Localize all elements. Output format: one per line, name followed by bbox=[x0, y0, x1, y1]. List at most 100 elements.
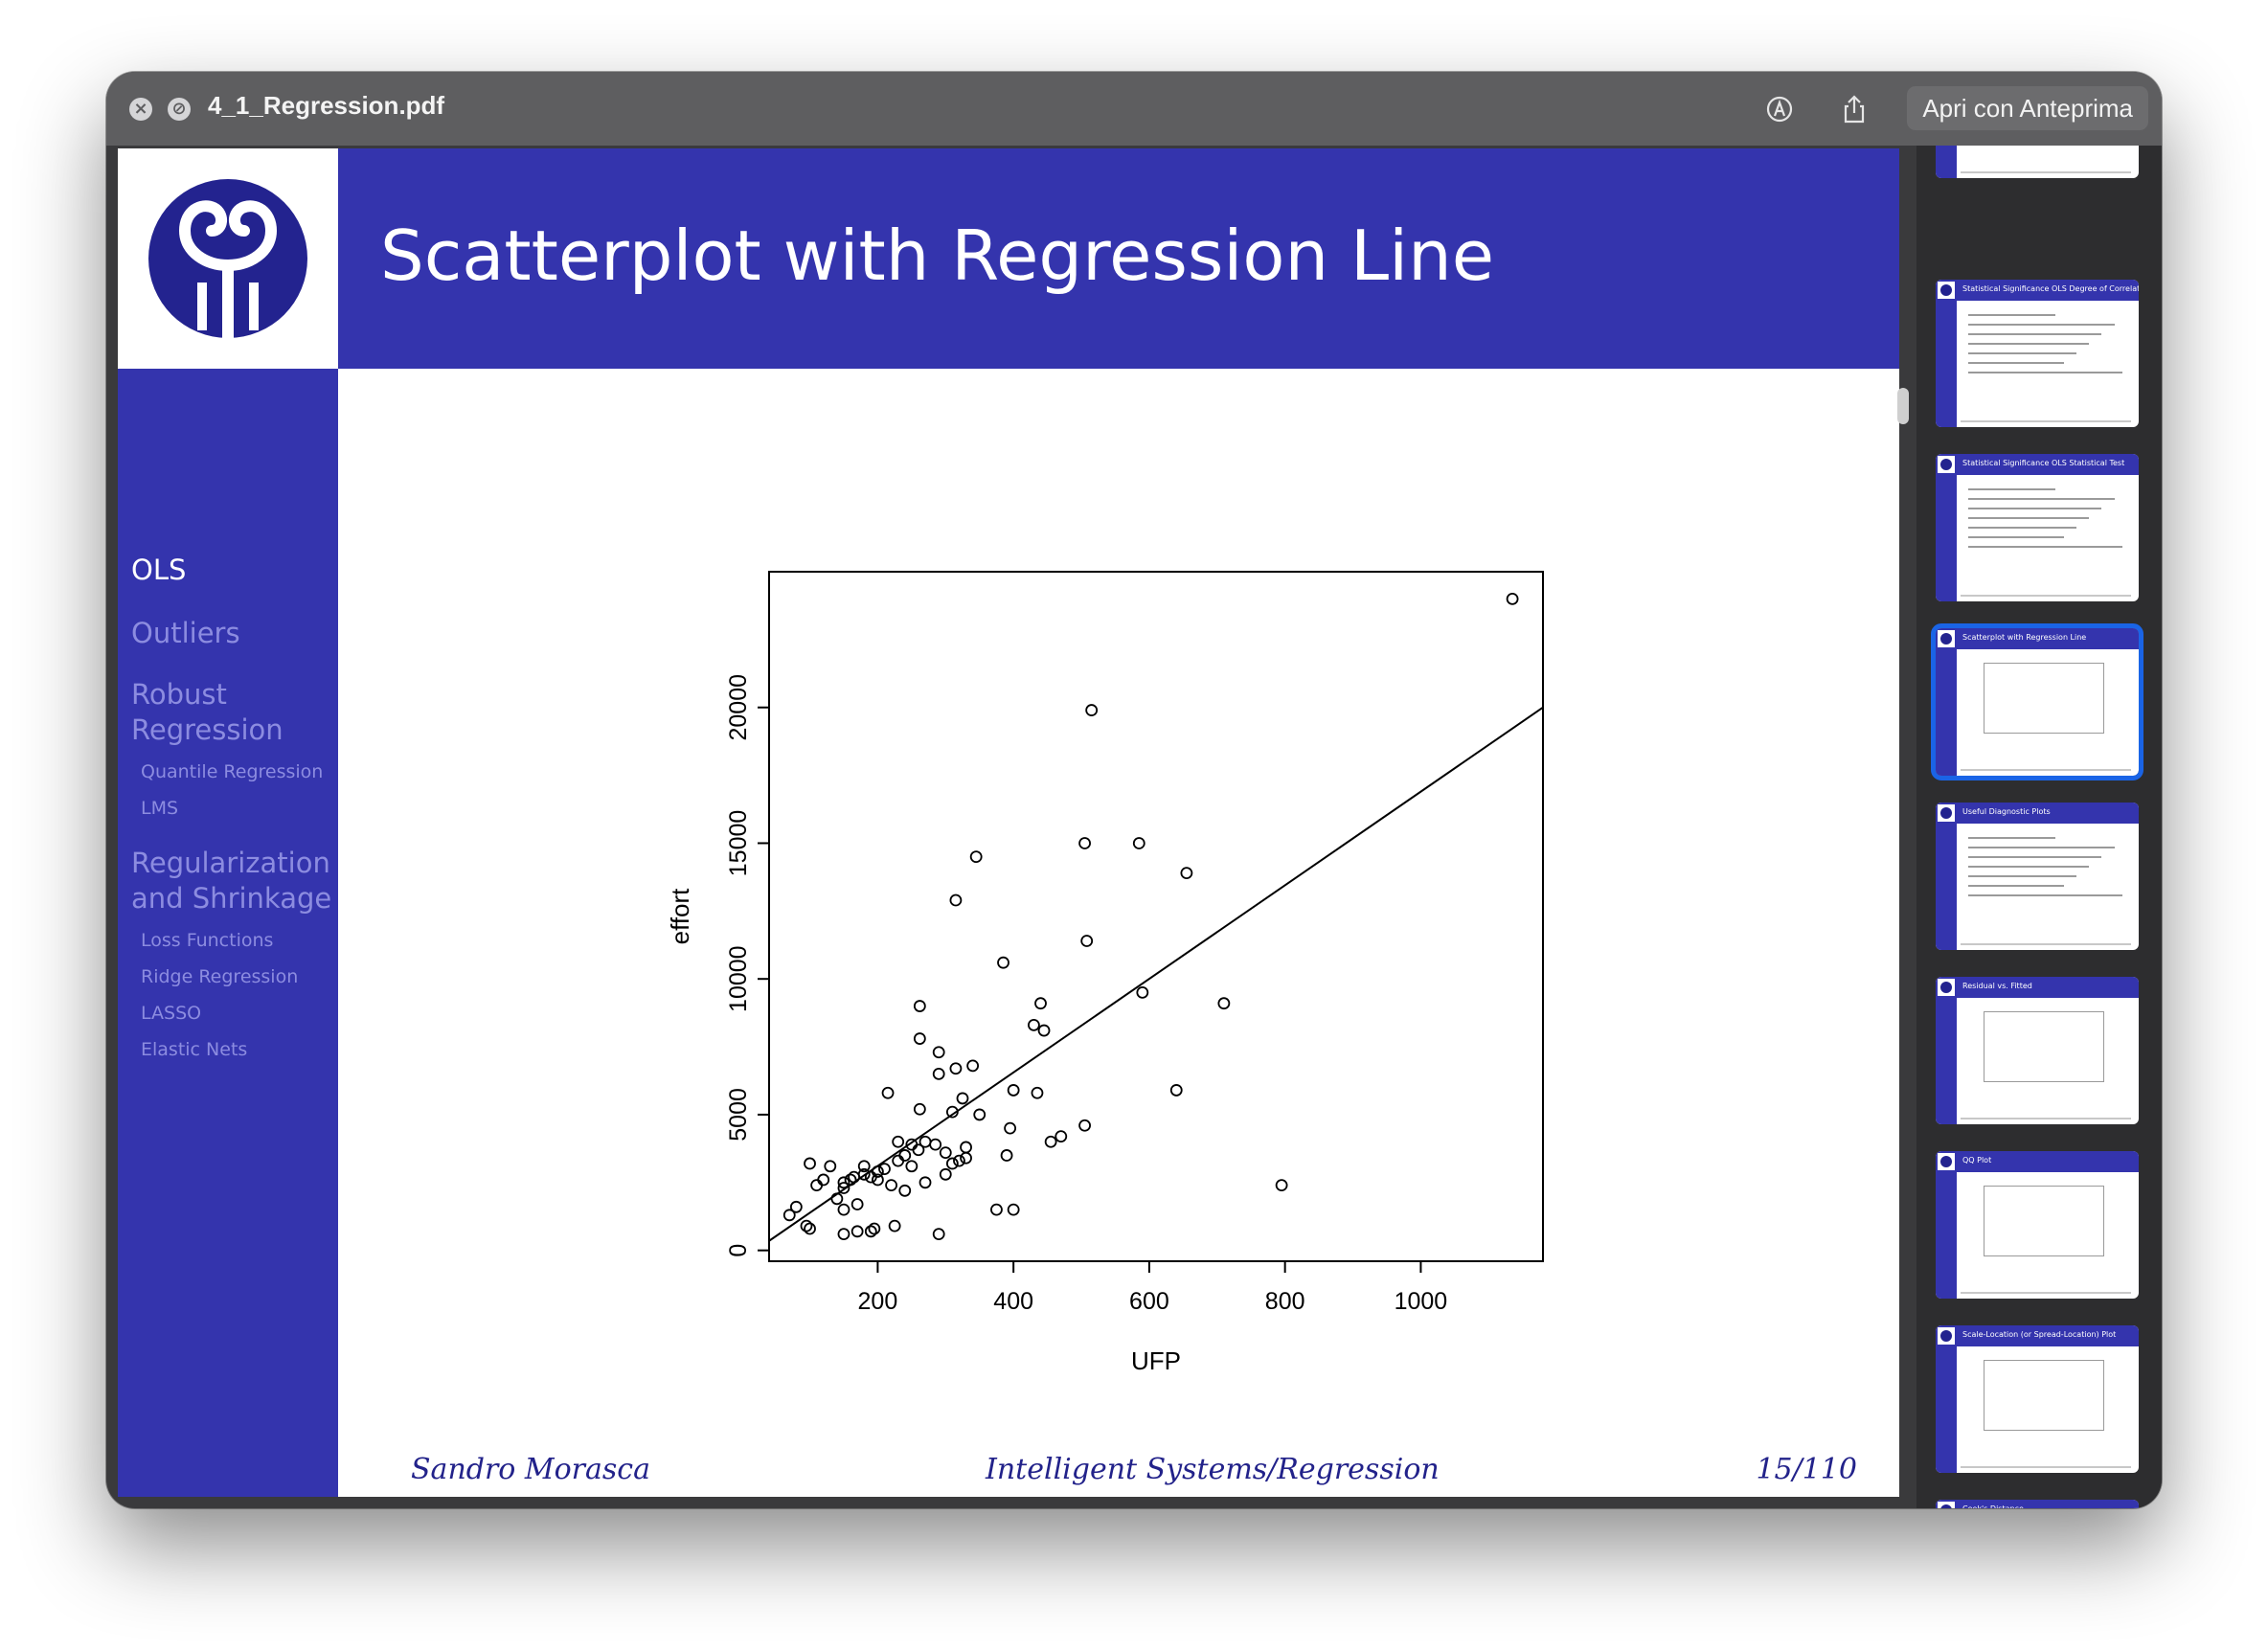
thumb-header bbox=[1936, 628, 2139, 649]
nav-item-lms[interactable]: LMS bbox=[141, 798, 179, 819]
data-point bbox=[1275, 1179, 1288, 1192]
thumb-title: Residual vs. Fitted bbox=[1962, 982, 2032, 990]
y-tick-label: 20000 bbox=[725, 674, 752, 741]
x-tick-label: 600 bbox=[1129, 1288, 1169, 1315]
thumb-header bbox=[1936, 454, 2139, 475]
data-point bbox=[953, 1154, 965, 1167]
nav-item-ridge-regression[interactable]: Ridge Regression bbox=[141, 966, 299, 987]
x-tick-label: 1000 bbox=[1395, 1288, 1448, 1315]
data-point bbox=[878, 1163, 891, 1176]
thumb-sidebar bbox=[1936, 998, 1957, 1124]
window-title: 4_1_Regression.pdf bbox=[208, 91, 445, 120]
thumb-logo-icon bbox=[1938, 804, 1955, 822]
data-point bbox=[892, 1154, 905, 1167]
thumb-title: Statistical Significance OLS Statistical… bbox=[1962, 459, 2125, 467]
data-point bbox=[850, 1198, 864, 1210]
nav-item-loss-functions[interactable]: Loss Functions bbox=[141, 930, 274, 951]
thumb-logo-icon bbox=[1938, 456, 1955, 473]
data-point bbox=[837, 1176, 850, 1189]
thumb-title: QQ Plot bbox=[1962, 1156, 1992, 1165]
data-point bbox=[830, 1192, 844, 1206]
y-tick-label: 0 bbox=[725, 1244, 752, 1257]
page-thumbnail[interactable]: Scatterplot with Regression Line bbox=[1931, 623, 2143, 780]
data-point bbox=[973, 1108, 987, 1121]
data-point bbox=[837, 1203, 850, 1216]
page-thumbnail[interactable]: Scale-Location (or Spread-Location) Plot bbox=[1936, 1325, 2139, 1473]
thumb-sidebar bbox=[1936, 475, 1957, 601]
share-icon[interactable] bbox=[1838, 93, 1871, 125]
data-point bbox=[864, 1170, 877, 1184]
thumb-plot-preview bbox=[1984, 1011, 2104, 1082]
data-point bbox=[990, 1203, 1003, 1216]
page-thumbnail[interactable]: QQ Plot bbox=[1936, 1151, 2139, 1299]
thumb-sidebar bbox=[1936, 1172, 1957, 1299]
minimize-icon[interactable]: ⊘ bbox=[168, 98, 191, 121]
data-point bbox=[1031, 1086, 1044, 1099]
close-icon[interactable]: × bbox=[129, 98, 152, 121]
thumb-title: Scatterplot with Regression Line bbox=[1962, 633, 2087, 642]
y-tick-label: 10000 bbox=[725, 945, 752, 1012]
x-tick-label: 200 bbox=[858, 1288, 898, 1315]
data-point bbox=[949, 893, 963, 907]
page-thumbnail[interactable]: Statistical Significance OLS Statistical… bbox=[1936, 454, 2139, 601]
nav-item-lasso[interactable]: LASSO bbox=[141, 1003, 202, 1024]
markup-icon[interactable] bbox=[1763, 93, 1796, 125]
thumb-title: Scale-Location (or Spread-Location) Plot bbox=[1962, 1330, 2117, 1339]
thumb-header bbox=[1936, 1500, 2139, 1508]
data-point bbox=[844, 1173, 857, 1187]
thumb-footer bbox=[1961, 1292, 2131, 1294]
scatter-chart: 200 400 600 800 1000 0 5000 10000 15000 20000 UF… bbox=[666, 571, 1544, 1375]
logo-emblem-icon bbox=[148, 179, 307, 338]
data-point bbox=[1506, 592, 1519, 605]
data-point bbox=[824, 1160, 837, 1173]
thumb-footer bbox=[1961, 595, 2131, 597]
thumb-logo-icon bbox=[1938, 979, 1955, 996]
nav-item-elastic-nets[interactable]: Elastic Nets bbox=[141, 1039, 248, 1060]
page-thumbnail[interactable]: Residual vs. Fitted bbox=[1936, 977, 2139, 1124]
thumb-header bbox=[1936, 803, 2139, 824]
thumb-title: Useful Diagnostic Plots bbox=[1962, 807, 2051, 816]
thumb-text-preview bbox=[1968, 837, 2127, 904]
document-scrollbar[interactable] bbox=[1897, 388, 1909, 424]
nav-item-ols[interactable]: OLS bbox=[131, 554, 187, 586]
nav-item-regularization-and-shrinkage[interactable]: Regularization and Shrinkage bbox=[131, 847, 332, 915]
data-point bbox=[932, 1068, 945, 1080]
data-point bbox=[1078, 1119, 1091, 1132]
thumb-logo-icon bbox=[1938, 1502, 1955, 1508]
thumb-plot-preview bbox=[1984, 1186, 2104, 1256]
data-point bbox=[868, 1222, 881, 1235]
data-point bbox=[969, 850, 983, 864]
nav-item-quantile-regression[interactable]: Quantile Regression bbox=[141, 761, 324, 782]
footer-course: Intelligent Systems/Regression bbox=[986, 1453, 1440, 1486]
data-point bbox=[800, 1219, 813, 1233]
thumb-sidebar bbox=[1936, 649, 1957, 776]
data-point bbox=[857, 1160, 871, 1173]
data-point bbox=[1078, 837, 1091, 849]
page-thumbnail[interactable]: Statistical Significance OLS Degree of C… bbox=[1936, 280, 2139, 427]
page-thumbnail[interactable] bbox=[1936, 146, 2139, 178]
thumb-sidebar bbox=[1936, 146, 1957, 178]
thumb-logo-icon bbox=[1938, 630, 1955, 647]
page-thumbnail[interactable]: Cook's Distance bbox=[1936, 1500, 2139, 1508]
data-point bbox=[1044, 1135, 1057, 1148]
nav-item-outliers[interactable]: Outliers bbox=[131, 617, 240, 649]
thumbnail-sidebar[interactable]: Statistical Significance OLS Degree of C… bbox=[1916, 146, 2162, 1508]
data-point bbox=[872, 1173, 884, 1187]
data-point bbox=[905, 1160, 919, 1173]
slide-sidebar bbox=[118, 148, 338, 1497]
data-point bbox=[1180, 867, 1193, 880]
data-point bbox=[804, 1157, 816, 1170]
footer-page-number: 15/110 bbox=[1756, 1453, 1857, 1486]
data-point bbox=[929, 1138, 942, 1151]
page-thumbnail[interactable]: Useful Diagnostic Plots bbox=[1936, 803, 2139, 950]
x-tick-label: 400 bbox=[993, 1288, 1033, 1315]
slide-header: Scatterplot with Regression Line bbox=[338, 148, 1899, 369]
data-point bbox=[1055, 1130, 1068, 1143]
data-point bbox=[864, 1225, 877, 1238]
thumb-header bbox=[1936, 280, 2139, 301]
open-with-preview-button[interactable]: Apri con Anteprima bbox=[1907, 86, 2148, 130]
slide-page: Scatterplot with Regression Line OLS Out… bbox=[118, 148, 1899, 1497]
nav-item-robust-regression[interactable]: Robust Regression bbox=[131, 678, 284, 746]
thumb-footer bbox=[1961, 769, 2131, 771]
data-point bbox=[898, 1149, 912, 1162]
